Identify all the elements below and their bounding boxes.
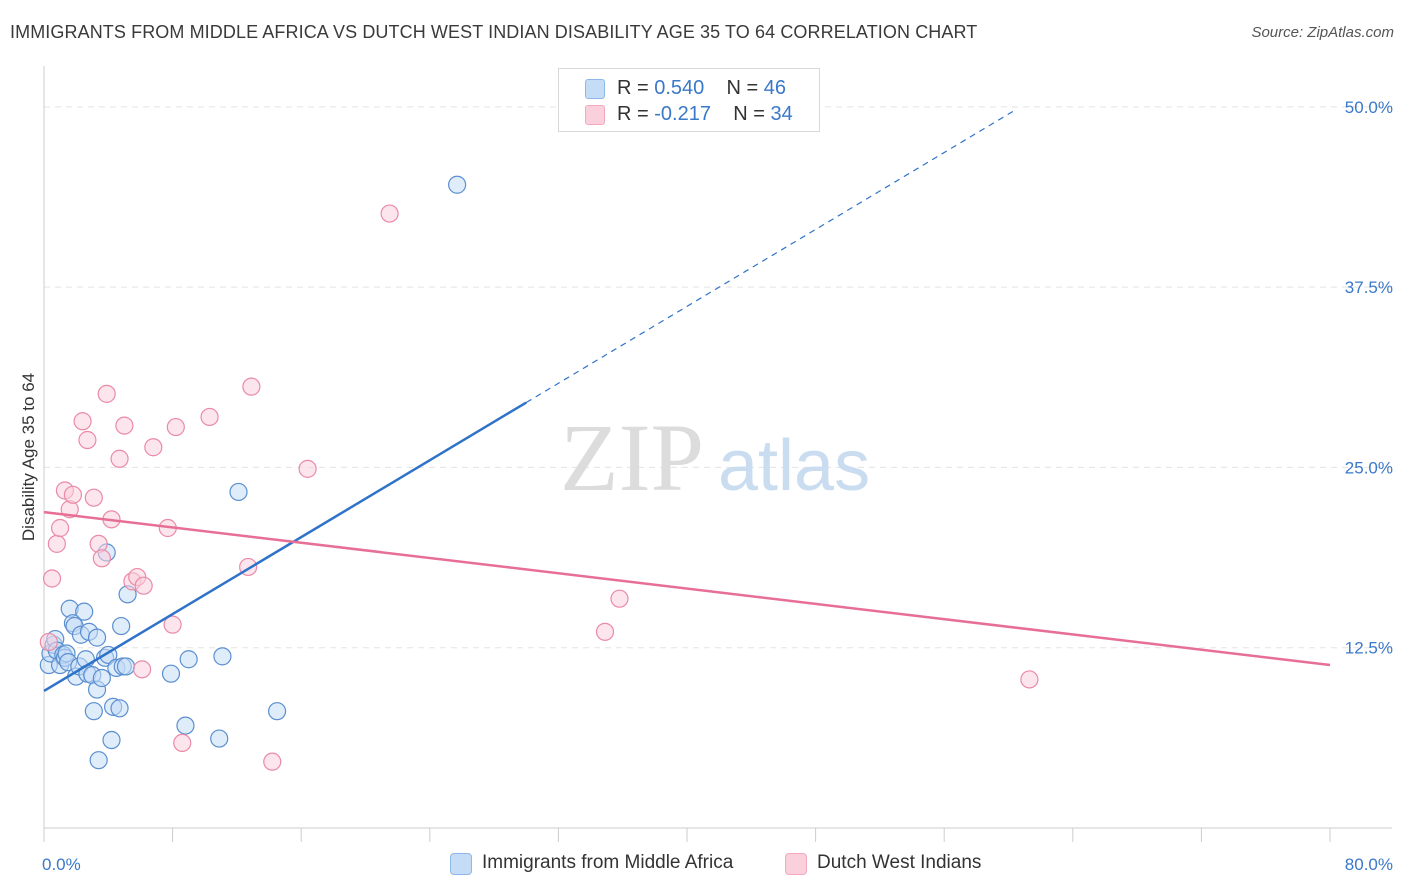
point-middle-africa <box>448 175 467 194</box>
point-middle-africa <box>84 702 103 721</box>
y-tick-label: 37.5% <box>1345 278 1393 297</box>
legend-n-value-pink: 34 <box>770 103 793 125</box>
point-dutch-west-indians <box>39 632 58 652</box>
point-dutch-west-indians <box>173 733 192 753</box>
point-dutch-west-indians <box>263 752 282 771</box>
point-dutch-west-indians <box>298 459 317 478</box>
legend-r-label: R = <box>617 103 649 125</box>
x-tick-label-start: 0.0% <box>42 855 81 874</box>
legend-n-label: N = <box>733 103 765 125</box>
point-dutch-west-indians <box>163 615 182 634</box>
point-middle-africa <box>161 664 181 683</box>
trend-line-middle-africa-extension <box>525 110 1014 404</box>
point-dutch-west-indians <box>200 407 219 427</box>
point-middle-africa <box>179 650 198 669</box>
point-middle-africa <box>267 702 287 721</box>
point-middle-africa <box>89 751 108 770</box>
bottom-legend-swatch-pink <box>785 853 807 875</box>
trend-lines <box>43 110 1331 693</box>
point-middle-africa <box>75 602 94 621</box>
data-points <box>39 175 1039 771</box>
y-tick-label: 50.0% <box>1345 98 1393 117</box>
point-middle-africa <box>213 647 232 666</box>
point-dutch-west-indians <box>144 438 163 457</box>
point-middle-africa <box>210 729 229 748</box>
watermark: ZIP atlas <box>560 404 870 511</box>
legend-swatch-pink <box>585 105 605 125</box>
bottom-legend-label-blue: Immigrants from Middle Africa <box>482 852 734 873</box>
point-dutch-west-indians <box>73 412 92 431</box>
point-middle-africa <box>110 699 129 718</box>
correlation-legend: R = 0.540 N = 46 R = -0.217 N = 34 <box>558 68 820 132</box>
point-dutch-west-indians <box>50 518 70 538</box>
point-middle-africa <box>92 668 111 688</box>
point-middle-africa <box>112 616 131 636</box>
bottom-legend-swatch-blue <box>450 853 472 875</box>
legend-n-value-blue: 46 <box>763 77 787 99</box>
point-dutch-west-indians <box>42 569 62 588</box>
point-middle-africa <box>87 628 107 647</box>
legend-r-value-blue: 0.540 <box>654 77 705 99</box>
legend-r-label: R = <box>617 77 649 99</box>
y-tick-label: 12.5% <box>1345 639 1393 658</box>
point-dutch-west-indians <box>115 416 134 435</box>
point-dutch-west-indians <box>97 384 116 403</box>
point-dutch-west-indians <box>132 660 152 679</box>
point-dutch-west-indians <box>1020 670 1039 689</box>
source-credit: Source: ZipAtlas.com <box>1251 24 1394 41</box>
point-dutch-west-indians <box>380 204 399 223</box>
axes <box>43 66 1392 842</box>
point-dutch-west-indians <box>134 576 153 595</box>
trend-line-dutch-west-indians <box>43 510 1331 667</box>
point-dutch-west-indians <box>595 622 615 641</box>
y-axis-label: Disability Age 35 to 64 <box>19 373 38 541</box>
x-tick-label-end: 80.0% <box>1345 855 1393 874</box>
x-tick-labels: 0.0% 80.0% <box>42 855 1393 874</box>
point-dutch-west-indians <box>84 488 103 507</box>
point-middle-africa <box>229 482 248 502</box>
watermark-zip: ZIP <box>560 404 704 511</box>
point-middle-africa <box>116 657 136 676</box>
y-tick-labels: 12.5% 25.0% 37.5% 50.0% <box>1345 98 1393 658</box>
point-dutch-west-indians <box>78 430 97 450</box>
trend-line-middle-africa <box>43 401 527 693</box>
point-middle-africa <box>102 730 121 750</box>
watermark-atlas: atlas <box>718 426 870 506</box>
point-dutch-west-indians <box>63 485 83 504</box>
point-dutch-west-indians <box>110 449 129 468</box>
point-dutch-west-indians <box>92 549 111 568</box>
point-dutch-west-indians <box>610 589 629 608</box>
bottom-legend-label-pink: Dutch West Indians <box>817 852 982 873</box>
chart-title: IMMIGRANTS FROM MIDDLE AFRICA VS DUTCH W… <box>10 22 978 42</box>
legend-n-label: N = <box>726 77 759 99</box>
y-tick-label: 25.0% <box>1345 458 1393 477</box>
point-middle-africa <box>176 716 195 735</box>
point-dutch-west-indians <box>242 377 261 396</box>
legend-r-value-pink: -0.217 <box>654 103 711 125</box>
legend-swatch-blue <box>585 79 605 99</box>
point-dutch-west-indians <box>166 417 185 437</box>
point-dutch-west-indians <box>47 534 66 553</box>
